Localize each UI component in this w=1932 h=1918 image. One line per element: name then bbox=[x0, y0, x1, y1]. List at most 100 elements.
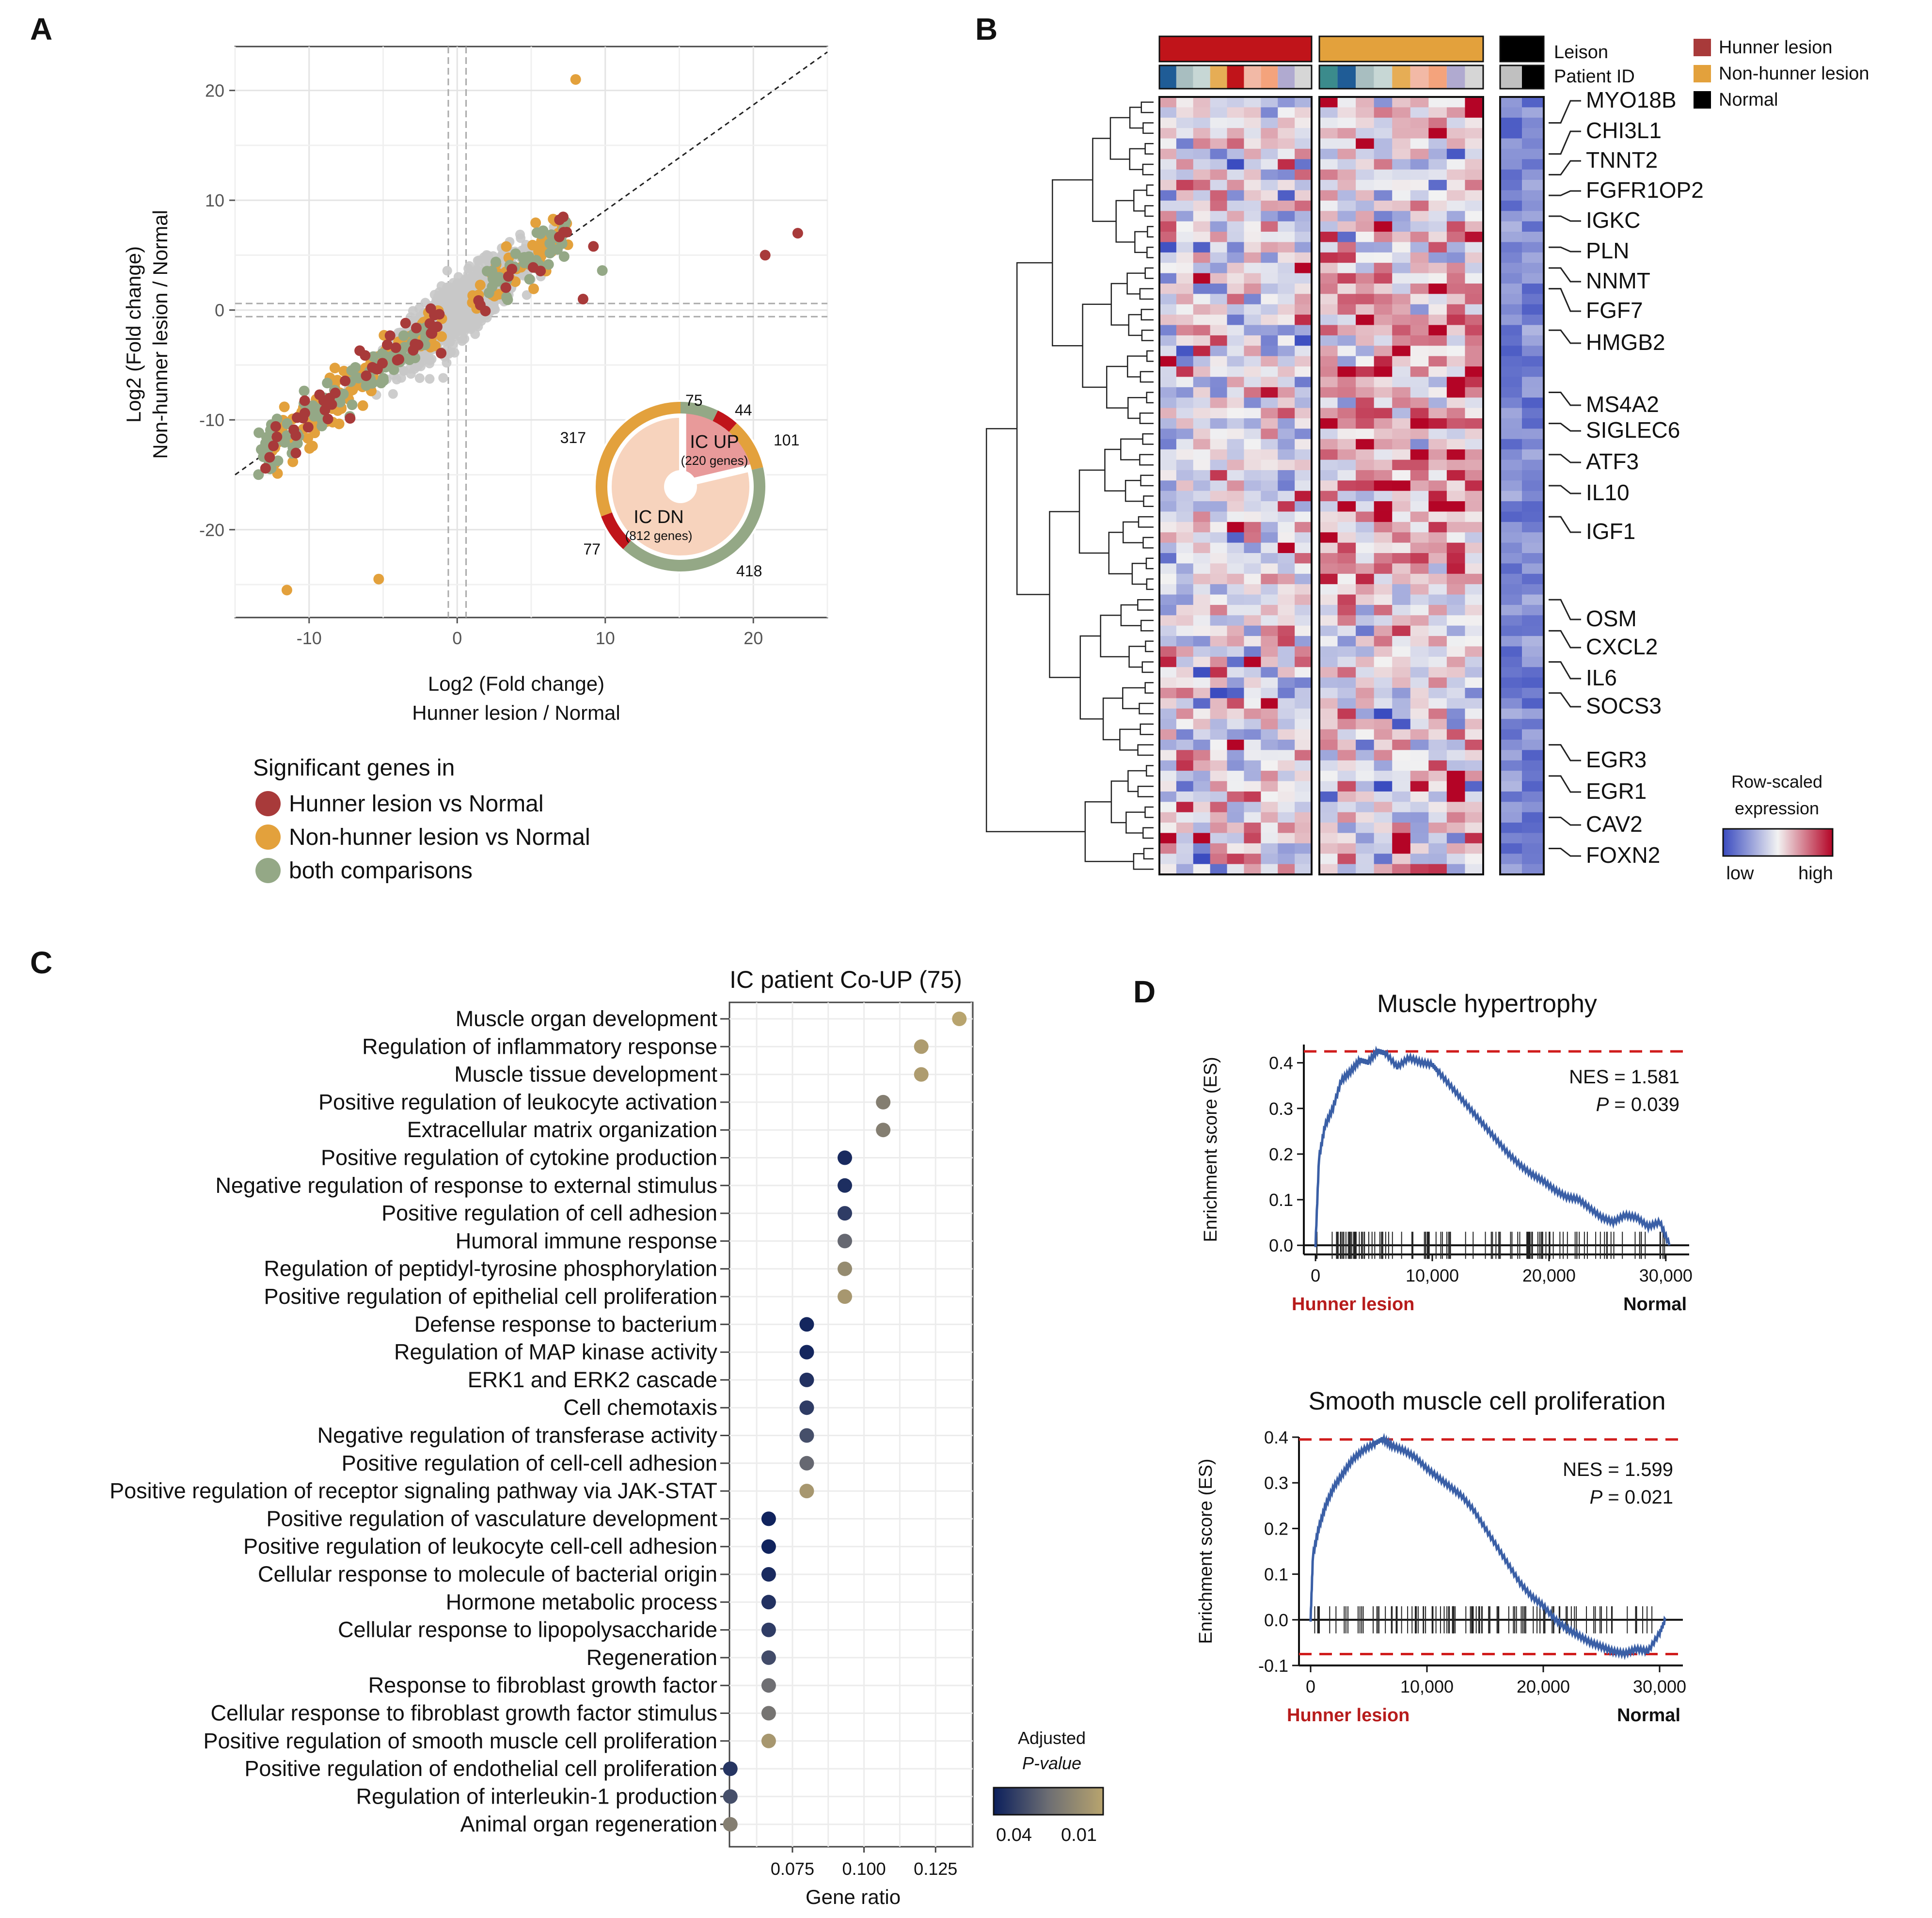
heat-cell bbox=[1500, 677, 1522, 688]
heat-cell bbox=[1522, 750, 1544, 761]
heat-cell bbox=[1500, 739, 1522, 750]
heat-cell bbox=[1210, 729, 1228, 740]
heat-cell bbox=[1410, 719, 1429, 730]
anno-lesion-bar bbox=[1499, 35, 1545, 63]
heat-cell bbox=[1278, 138, 1295, 149]
heat-cell bbox=[1176, 646, 1194, 657]
point-hunner bbox=[260, 463, 271, 474]
heat-cell bbox=[1392, 812, 1411, 823]
panel-b: B Leison Patient ID MYO18BCHI3L1TNNT2FGF… bbox=[975, 12, 1869, 884]
heat-cell bbox=[1337, 729, 1356, 740]
heat-cell bbox=[1410, 346, 1429, 357]
heat-cell bbox=[1210, 688, 1228, 698]
heat-cell bbox=[1356, 542, 1375, 554]
heat-cell bbox=[1356, 739, 1375, 750]
heat-cell bbox=[1428, 760, 1447, 771]
heat-cell bbox=[1261, 667, 1278, 678]
heat-cell bbox=[1522, 169, 1544, 180]
heat-cell bbox=[1428, 791, 1447, 802]
heat-cell bbox=[1374, 677, 1393, 688]
heat-cell bbox=[1261, 449, 1278, 460]
heat-cell bbox=[1522, 729, 1544, 740]
heat-cell bbox=[1193, 211, 1211, 222]
heat-cell bbox=[1337, 708, 1356, 719]
heat-cell bbox=[1278, 625, 1295, 636]
heat-cell bbox=[1278, 294, 1295, 305]
heat-cell bbox=[1522, 356, 1544, 367]
point-nonsignificant bbox=[410, 364, 420, 374]
heat-cell bbox=[1410, 688, 1429, 698]
heat-cell bbox=[1465, 221, 1484, 232]
heat-cell bbox=[1500, 366, 1522, 377]
point-nonhunner bbox=[304, 443, 315, 454]
heat-cell bbox=[1319, 169, 1338, 180]
heat-cell bbox=[1500, 449, 1522, 460]
heat-cell bbox=[1278, 864, 1295, 875]
heat-cell bbox=[1337, 864, 1356, 875]
heat-cell bbox=[1319, 698, 1338, 709]
heat-cell bbox=[1374, 346, 1393, 357]
heat-cell bbox=[1278, 739, 1295, 750]
heat-cell bbox=[1227, 273, 1244, 284]
heat-cell bbox=[1374, 750, 1393, 761]
point-both bbox=[253, 427, 265, 438]
heat-cell bbox=[1374, 470, 1393, 481]
point-both bbox=[261, 432, 272, 443]
term-dot bbox=[799, 1372, 814, 1387]
heat-cell bbox=[1428, 636, 1447, 647]
heat-cell bbox=[1227, 833, 1244, 844]
heat-cell bbox=[1210, 283, 1228, 294]
heat-cell bbox=[1193, 200, 1211, 211]
heat-cell bbox=[1210, 242, 1228, 253]
anno-lesion-bar bbox=[1318, 35, 1484, 63]
dendro-branch bbox=[1128, 314, 1142, 336]
heat-cell bbox=[1319, 636, 1338, 647]
gene-label-atf3: ATF3 bbox=[1586, 449, 1639, 474]
heat-cell bbox=[1159, 864, 1177, 875]
heat-cell bbox=[1428, 366, 1447, 377]
heat-cell bbox=[1446, 522, 1465, 533]
heat-cell bbox=[1356, 802, 1375, 813]
heat-cell bbox=[1410, 200, 1429, 211]
heat-cell bbox=[1356, 584, 1375, 595]
heat-cell bbox=[1295, 615, 1312, 626]
heat-cell bbox=[1446, 148, 1465, 159]
heat-cell bbox=[1392, 148, 1411, 159]
heat-cell bbox=[1244, 180, 1261, 190]
anno-lesion-bar bbox=[1158, 35, 1313, 63]
heat-cell bbox=[1319, 480, 1338, 491]
dendro-branch bbox=[1138, 516, 1154, 528]
heat-cell bbox=[1410, 802, 1429, 813]
heat-cell bbox=[1193, 335, 1211, 346]
term-label: Regulation of MAP kinase activity bbox=[394, 1340, 718, 1364]
panel-c: C IC patient Co-UP (75) Muscle organ dev… bbox=[30, 945, 1104, 1908]
heat-cell bbox=[1337, 771, 1356, 782]
heat-cell bbox=[1227, 636, 1244, 647]
dendro-branch bbox=[1122, 687, 1145, 710]
heat-cell bbox=[1244, 864, 1261, 875]
heat-cell bbox=[1374, 107, 1393, 118]
term-dot bbox=[723, 1761, 738, 1776]
heat-cell bbox=[1500, 791, 1522, 802]
heat-cell bbox=[1278, 117, 1295, 128]
heat-cell bbox=[1446, 159, 1465, 170]
heat-cell bbox=[1446, 542, 1465, 554]
heat-cell bbox=[1392, 771, 1411, 782]
heat-cell bbox=[1522, 418, 1544, 429]
term-label: Positive regulation of leukocyte cell-ce… bbox=[243, 1534, 717, 1559]
heat-cell bbox=[1319, 791, 1338, 802]
heat-cell bbox=[1446, 501, 1465, 512]
heat-cell bbox=[1392, 128, 1411, 139]
heat-cell bbox=[1465, 688, 1484, 698]
heat-cell bbox=[1392, 615, 1411, 626]
gene-label-egr3: EGR3 bbox=[1586, 747, 1647, 772]
term-label: Positive regulation of epithelial cell p… bbox=[264, 1284, 717, 1309]
heat-cell bbox=[1500, 656, 1522, 667]
heat-cell bbox=[1210, 418, 1228, 429]
heat-cell bbox=[1428, 273, 1447, 284]
anno-patient-cell bbox=[1176, 65, 1193, 89]
gene-label-fgf7: FGF7 bbox=[1586, 298, 1643, 323]
heat-cell bbox=[1446, 823, 1465, 833]
heat-cell bbox=[1522, 148, 1544, 159]
